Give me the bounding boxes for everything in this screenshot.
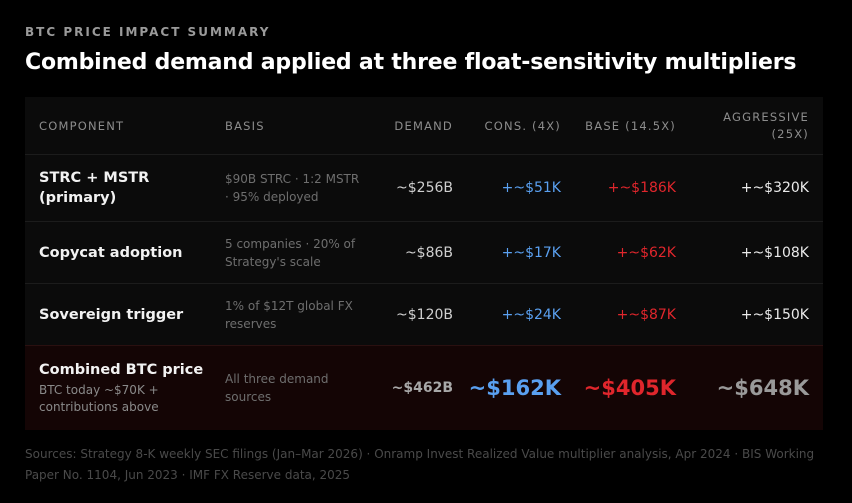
row-demand: ~$86B <box>404 244 453 261</box>
row-demand: ~$256B <box>396 180 453 196</box>
col-header-component: COMPONENT <box>39 118 125 133</box>
page-title: Combined demand applied at three float-s… <box>25 50 797 75</box>
table-total-row: Combined BTC price BTC today ~$70K + con… <box>25 345 823 430</box>
row-component: Sovereign trigger <box>39 306 184 323</box>
col-header-demand: DEMAND <box>394 118 453 133</box>
row-component: STRC + MSTR (primary) <box>39 170 150 206</box>
total-component-label: Combined BTC price <box>39 362 204 378</box>
col-header-aggressive-line1: AGGRESSIVE <box>723 109 809 124</box>
row-aggressive: +~$320K <box>740 180 809 196</box>
sources-footnote: Sources: Strategy 8-K weekly SEC filings… <box>25 447 815 482</box>
row-base: +~$186K <box>607 180 676 196</box>
row-basis: 1% of $12T global FX reserves <box>225 298 353 331</box>
col-header-base: BASE (14.5X) <box>585 118 676 133</box>
total-component-sub: BTC today ~$70K + contributions above <box>39 383 159 414</box>
row-aggressive: +~$150K <box>740 306 809 323</box>
row-base: +~$87K <box>616 306 676 323</box>
col-header-cons: CONS. (4X) <box>484 118 561 133</box>
row-demand: ~$120B <box>396 306 453 323</box>
row-base: +~$62K <box>616 244 676 261</box>
col-header-aggressive-line2: (25X) <box>771 126 809 141</box>
row-cons: +~$17K <box>501 244 561 261</box>
row-cons: +~$24K <box>501 306 561 323</box>
table-row: STRC + MSTR (primary) $90B STRC · 1:2 MS… <box>25 154 823 221</box>
total-component: Combined BTC price BTC today ~$70K + con… <box>39 360 204 416</box>
table-row: Sovereign trigger 1% of $12T global FX r… <box>25 283 823 345</box>
total-cons: ~$162K <box>468 376 561 400</box>
impact-table: COMPONENT BASIS DEMAND CONS. (4X) BASE (… <box>25 97 823 430</box>
row-cons: +~$51K <box>501 180 561 196</box>
row-basis: $90B STRC · 1:2 MSTR · 95% deployed <box>225 172 360 204</box>
row-basis: 5 companies · 20% of Strategy's scale <box>225 236 356 269</box>
total-demand: ~$462B <box>391 380 453 396</box>
row-component: Copycat adoption <box>39 244 183 261</box>
row-aggressive: +~$108K <box>740 244 809 261</box>
col-header-aggressive: AGGRESSIVE (25X) <box>723 109 809 143</box>
table-row: Copycat adoption 5 companies · 20% of St… <box>25 221 823 283</box>
total-aggressive: ~$648K <box>716 376 809 400</box>
total-basis: All three demand sources <box>225 372 329 404</box>
total-base: ~$405K <box>583 376 676 400</box>
table-header-row: COMPONENT BASIS DEMAND CONS. (4X) BASE (… <box>25 97 823 154</box>
col-header-basis: BASIS <box>225 118 265 133</box>
section-eyebrow: BTC PRICE IMPACT SUMMARY <box>25 25 271 39</box>
